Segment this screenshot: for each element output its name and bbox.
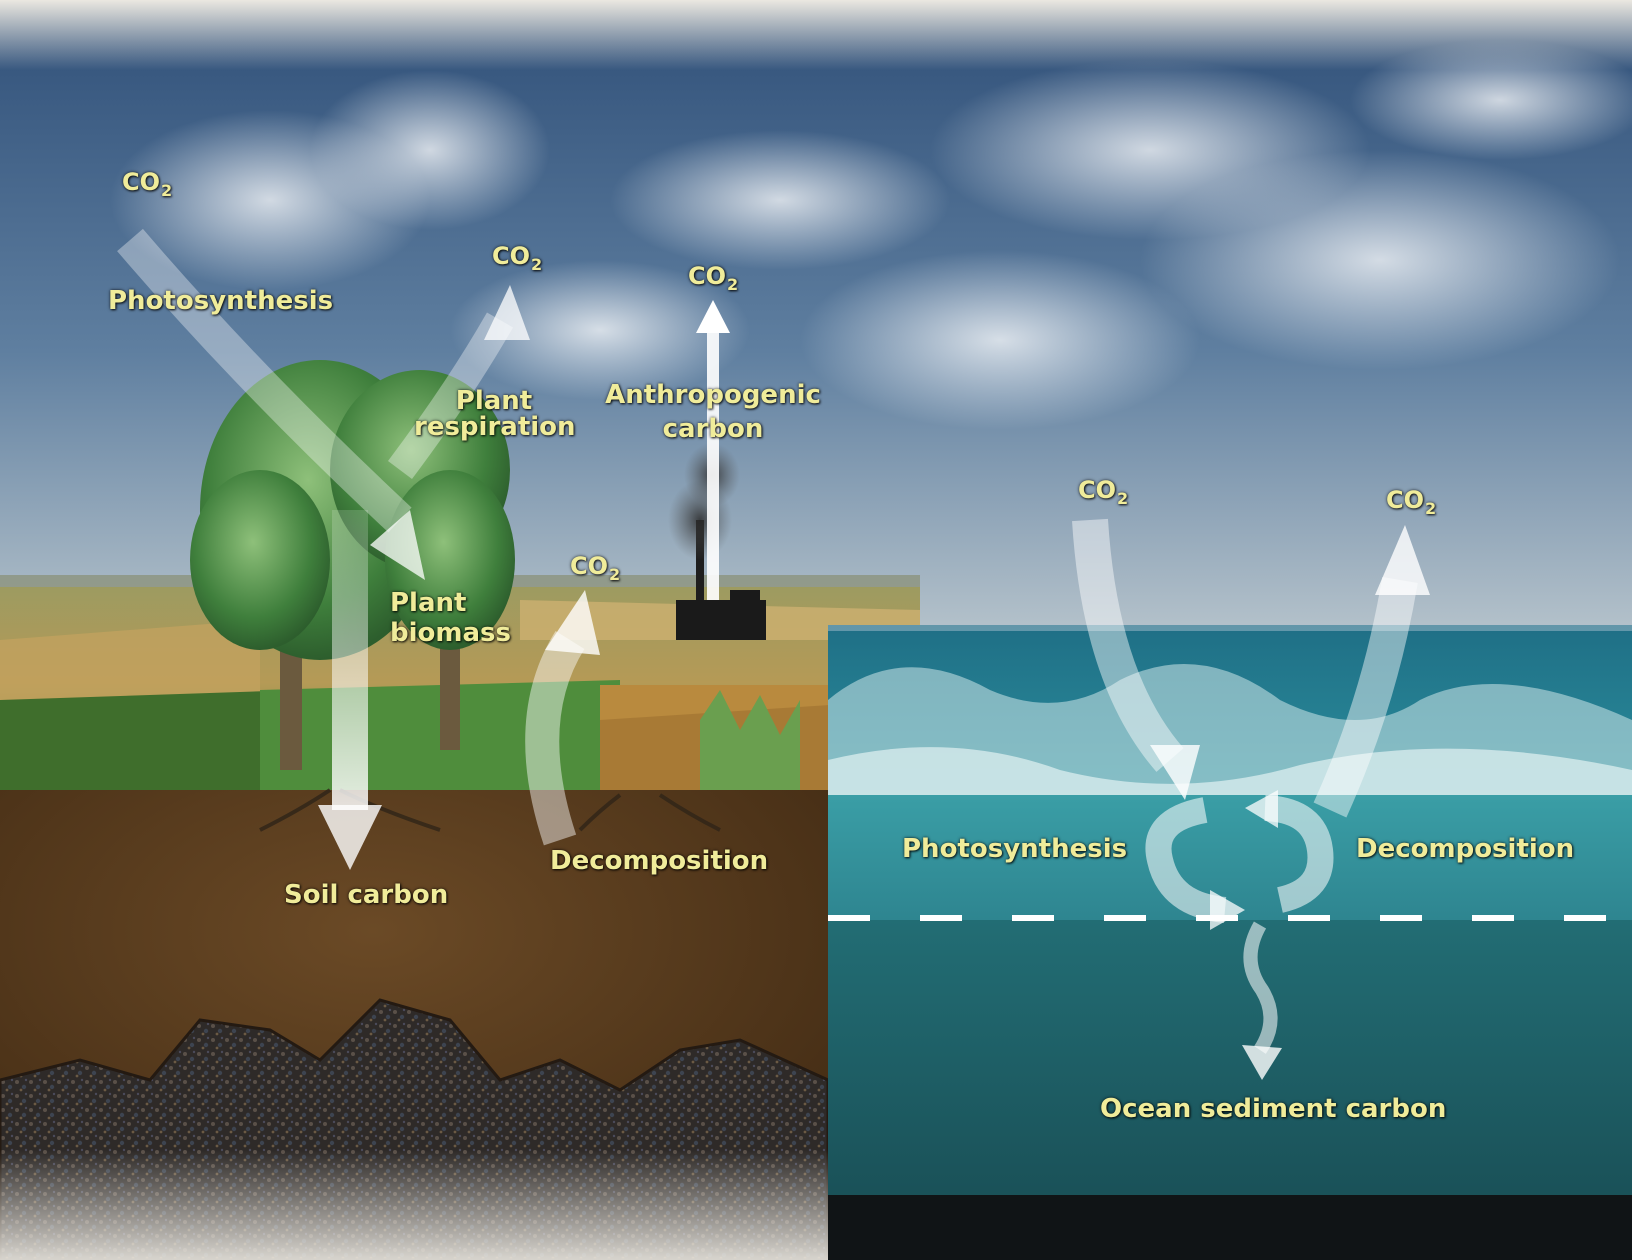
anthropogenic-line2: carbon [662, 414, 764, 444]
co2-label-ocean-photosynthesis: CO2 [1078, 476, 1129, 508]
plant-respiration-label: Plant respiration [414, 386, 576, 442]
co2-label-land-decomposition: CO2 [570, 552, 621, 584]
plant-biomass-line1: Plant [390, 588, 467, 618]
trees [190, 360, 515, 770]
plant-respiration-line2: respiration [414, 412, 576, 442]
plant-respiration-line1: Plant [455, 386, 533, 416]
ocean-photosynthesis-label: Photosynthesis [902, 834, 1128, 864]
co2-label-plant-respiration: CO2 [492, 242, 543, 274]
clouds [110, 40, 1632, 430]
plant-biomass-label: Plant biomass [390, 590, 511, 646]
co2-label-anthropogenic: CO2 [688, 262, 739, 294]
ocean-decomposition-label: Decomposition [1356, 834, 1575, 864]
co2-label-ocean-decomposition: CO2 [1386, 486, 1437, 518]
plant-biomass-line2: biomass [390, 618, 511, 648]
ocean [828, 625, 1632, 1260]
land-decomposition-label: Decomposition [550, 846, 769, 876]
flux-arrows [117, 228, 1430, 1080]
soil-carbon-label: Soil carbon [284, 880, 449, 910]
land-photosynthesis-label: Photosynthesis [108, 286, 334, 316]
anthropogenic-line1: Anthropogenic [605, 380, 821, 410]
anthropogenic-carbon-label: Anthropogenic carbon [598, 382, 828, 442]
co2-label-land-photosynthesis: CO2 [122, 168, 173, 200]
ocean-sediment-carbon-label: Ocean sediment carbon [1100, 1094, 1447, 1124]
